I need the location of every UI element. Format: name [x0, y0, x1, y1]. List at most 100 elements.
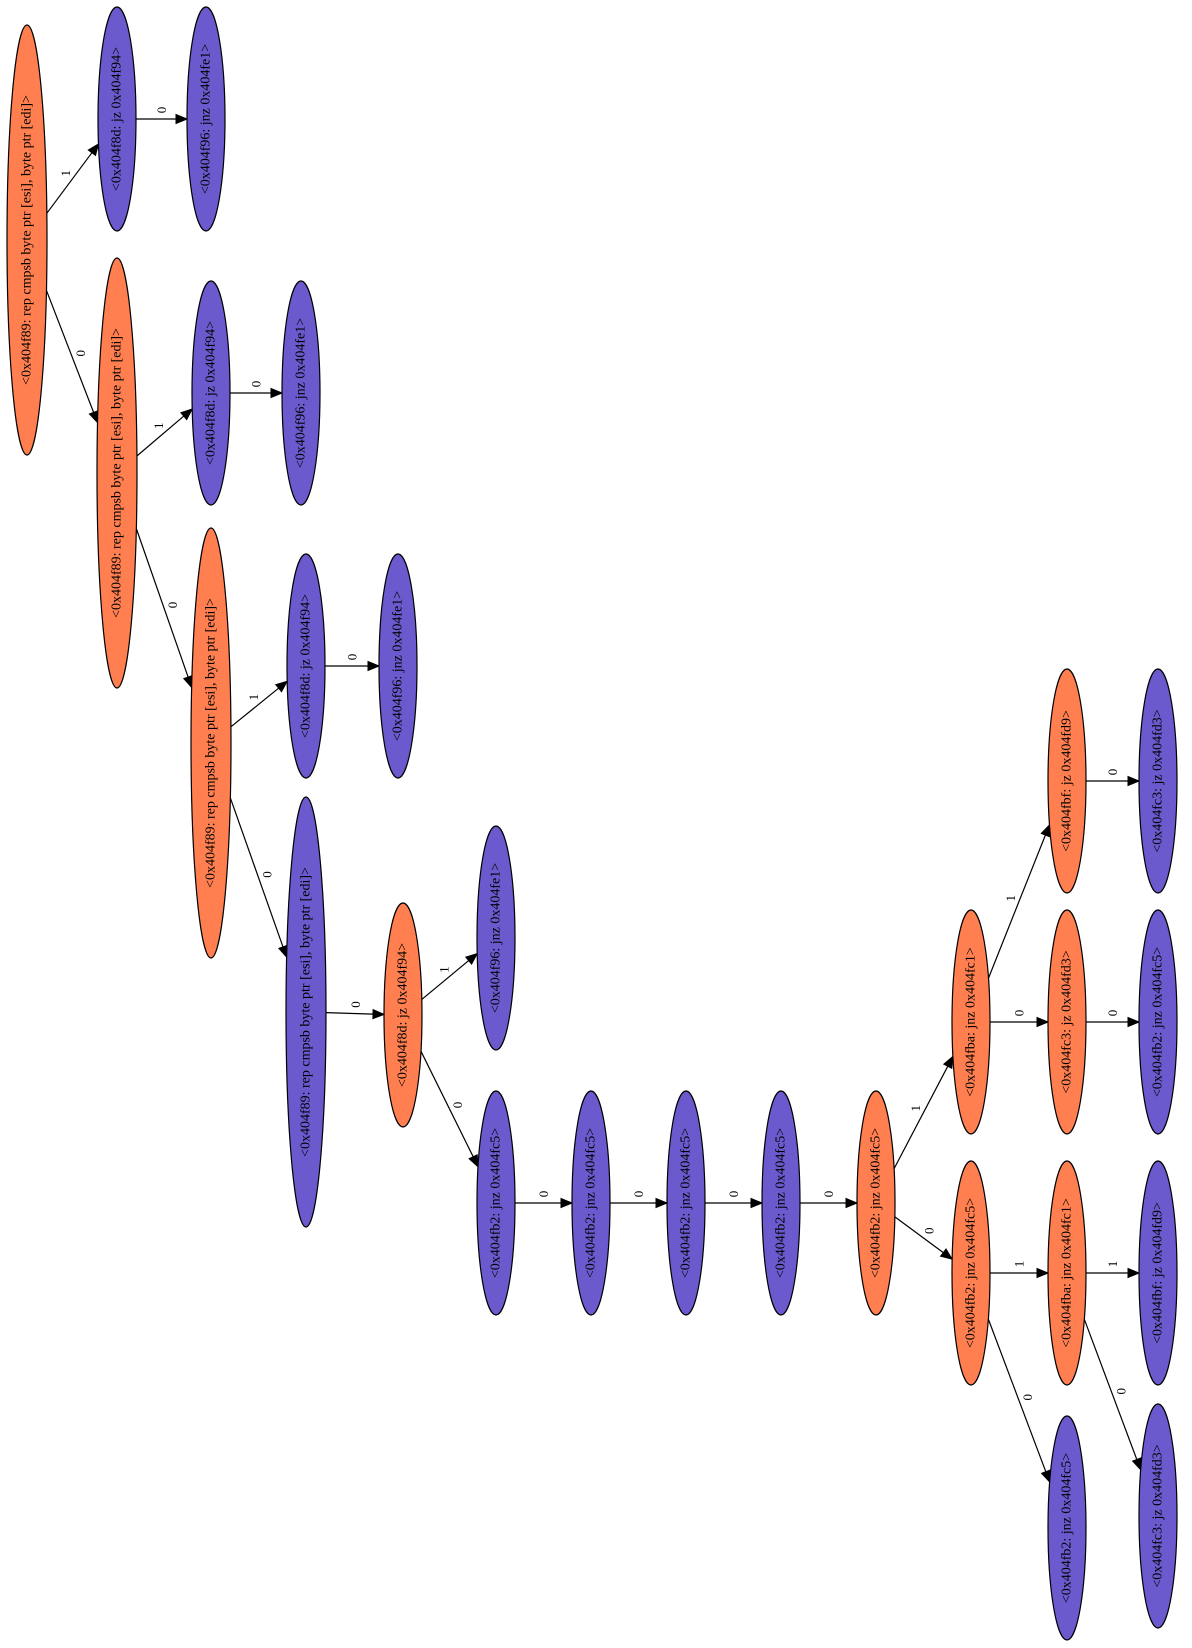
leaf-node-shape	[1138, 668, 1178, 894]
edge-line	[987, 1318, 1047, 1472]
edge-line	[229, 797, 284, 948]
node-n11: <0x404f8d: jz 0x404f94>	[383, 902, 423, 1128]
edge-arrowhead	[939, 1248, 954, 1260]
node-label: <0x404fba: jnz 0x404fc1>	[964, 947, 979, 1097]
edge-line	[136, 415, 185, 457]
edge-arrowhead	[175, 113, 189, 125]
node-n8: <0x404f8d: jz 0x404f94>	[286, 553, 326, 779]
edge-n1-n2: 1	[46, 142, 100, 214]
node-n9: <0x404f96: jnz 0x404fe1>	[378, 553, 418, 779]
node-label: <0x404fb2: jnz 0x404fc5>	[869, 1128, 884, 1278]
edge-arrowhead	[655, 1197, 669, 1209]
edge-arrowhead	[274, 680, 289, 693]
edge-line	[420, 1051, 474, 1158]
leaf-node-shape	[186, 6, 226, 232]
edge-label: 0	[348, 1001, 363, 1008]
edge-label: 0	[821, 1191, 836, 1198]
node-n27: <0x404fc3: jz 0x404fd3>	[1138, 1403, 1178, 1629]
edge-line	[987, 834, 1046, 979]
node-label: <0x404fba: jnz 0x404fc1>	[1060, 1198, 1075, 1348]
node-n7: <0x404f89: rep cmpsb byte ptr [esi], byt…	[190, 527, 232, 959]
edge-n2-n3: 0	[136, 107, 189, 125]
leaf-node-shape	[286, 553, 326, 779]
edge-n16-n17: 0	[800, 1191, 859, 1209]
edge-label: 0	[1020, 1394, 1035, 1401]
node-label: <0x404f96: jnz 0x404fe1>	[489, 863, 504, 1013]
leaf-node-shape	[476, 825, 516, 1051]
edge-arrowhead	[464, 952, 479, 965]
node-label: <0x404fb2: jnz 0x404fc5>	[489, 1128, 504, 1278]
leaf-node-shape	[281, 280, 321, 506]
edge-n4-n7: 0	[135, 528, 193, 689]
edge-label: 0	[1012, 1010, 1027, 1017]
node-label: <0x404fc3: jz 0x404fd3>	[1151, 1444, 1166, 1587]
edge-arrowhead	[367, 660, 381, 672]
node-n14: <0x404fb2: jnz 0x404fc5>	[571, 1090, 611, 1316]
edge-label: 0	[249, 381, 264, 388]
node-n16: <0x404fb2: jnz 0x404fc5>	[761, 1090, 801, 1316]
node-label: <0x404fc3: jz 0x404fd3>	[1060, 950, 1075, 1093]
node-label: <0x404f8d: jz 0x404f94>	[299, 594, 314, 738]
node-label: <0x404f8d: jz 0x404f94>	[110, 47, 125, 191]
edge-line	[135, 528, 189, 678]
node-label: <0x404fb2: jnz 0x404fc5>	[964, 1198, 979, 1348]
edge-label: 1	[1012, 1261, 1027, 1268]
edge-label: 0	[726, 1191, 741, 1198]
branch-node-shape	[383, 902, 423, 1128]
edge-label: 0	[536, 1191, 551, 1198]
branch-node-shape	[6, 24, 48, 456]
node-n21: <0x404fc3: jz 0x404fd3>	[1047, 909, 1087, 1135]
branch-node-shape	[951, 909, 991, 1135]
edge-n5-n6: 0	[230, 381, 284, 399]
edge-n8-n9: 0	[325, 654, 381, 672]
edge-line	[894, 1216, 944, 1254]
edge-label: 1	[151, 422, 166, 429]
edge-label: 1	[246, 694, 261, 701]
edge-label: 0	[345, 654, 360, 661]
node-n6: <0x404f96: jnz 0x404fe1>	[281, 280, 321, 506]
leaf-node-shape	[571, 1090, 611, 1316]
node-n12: <0x404f96: jnz 0x404fe1>	[476, 825, 516, 1051]
edge-arrowhead	[180, 408, 194, 421]
leaf-node-shape	[97, 6, 137, 232]
edge-n10-n11: 0	[325, 1001, 386, 1020]
leaf-node-shape	[1138, 909, 1178, 1135]
edge-n24-n27: 0	[1083, 1318, 1142, 1472]
branch-node-shape	[1047, 668, 1087, 894]
edge-label: 0	[921, 1228, 936, 1235]
edge-label: 1	[1105, 1261, 1120, 1268]
edge-n11-n12: 1	[421, 952, 479, 1000]
node-n20: <0x404fc3: jz 0x404fd3>	[1138, 668, 1178, 894]
edge-line	[45, 290, 95, 413]
node-n18: <0x404fba: jnz 0x404fc1>	[951, 909, 991, 1135]
leaf-node-shape	[761, 1090, 801, 1316]
node-n10: <0x404f89: rep cmpsb byte ptr [esi], byt…	[285, 796, 327, 1228]
edge-arrowhead	[277, 944, 288, 959]
branch-node-shape	[190, 527, 232, 959]
node-n3: <0x404f96: jnz 0x404fe1>	[186, 6, 226, 232]
leaf-node-shape	[1047, 1415, 1087, 1641]
node-label: <0x404fb2: jnz 0x404fc5>	[774, 1128, 789, 1278]
branch-node-shape	[1047, 1160, 1087, 1386]
edge-n18-n21: 0	[990, 1010, 1050, 1028]
edge-arrowhead	[560, 1197, 574, 1209]
edge-n1-n4: 0	[45, 290, 99, 424]
node-n17: <0x404fb2: jnz 0x404fc5>	[856, 1090, 896, 1316]
leaf-node-shape	[378, 553, 418, 779]
edge-label: 1	[436, 966, 451, 973]
edge-n4-n5: 1	[136, 408, 194, 457]
edge-n11-n13: 0	[420, 1051, 479, 1168]
node-label: <0x404f89: rep cmpsb byte ptr [esi], byt…	[20, 95, 35, 385]
node-n2: <0x404f8d: jz 0x404f94>	[97, 6, 137, 232]
edge-label: 0	[450, 1102, 465, 1109]
edge-line	[421, 960, 470, 1000]
leaf-node-shape	[285, 796, 327, 1228]
edge-arrowhead	[468, 1154, 479, 1168]
edge-line	[230, 687, 279, 728]
edge-arrowhead	[750, 1197, 764, 1209]
edge-arrowhead	[1036, 1016, 1050, 1028]
edge-n17-n18: 1	[893, 1055, 954, 1169]
edges-layer: 1 0 0 1 0 0 1 0 0 0 1 0 0 0 0 0 1 1 0 0 0 0 1 1 0 0	[45, 107, 1142, 1484]
node-label: <0x404f96: jnz 0x404fe1>	[294, 318, 309, 468]
